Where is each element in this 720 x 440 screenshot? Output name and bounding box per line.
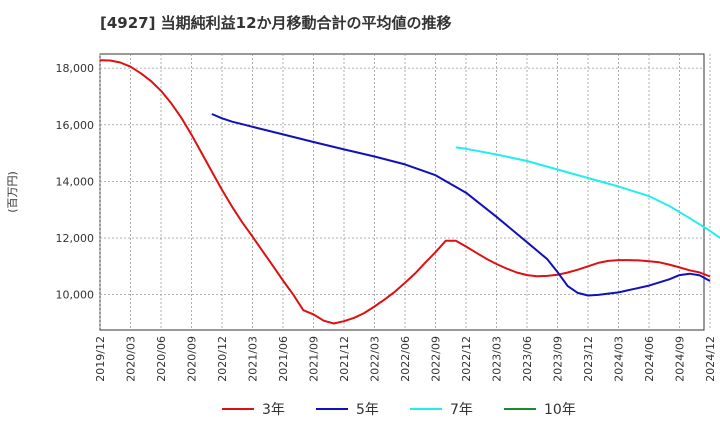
x-tick-label: 2022/03 <box>369 336 382 382</box>
x-tick-label: 2021/06 <box>277 336 290 382</box>
y-tick-label: 18,000 <box>56 62 95 75</box>
y-tick-label: 12,000 <box>56 232 95 245</box>
x-tick-label: 2023/09 <box>552 336 565 382</box>
x-tick-label: 2023/03 <box>491 336 504 382</box>
x-tick-label: 2019/12 <box>94 336 107 382</box>
y-tick-label: 16,000 <box>56 119 95 132</box>
x-tick-label: 2020/03 <box>125 336 138 382</box>
legend: 3年 5年 7年 10年 <box>222 402 576 418</box>
y-tick-label: 14,000 <box>56 175 95 188</box>
plot-area <box>99 53 705 331</box>
legend-label: 3年 <box>262 402 285 418</box>
x-tick-label: 2020/12 <box>216 336 229 382</box>
x-tick-label: 2022/12 <box>460 336 473 382</box>
x-tick-label: 2024/09 <box>674 336 687 382</box>
y-axis-ticks: 10,000 12,000 14,000 16,000 18,000 <box>56 62 95 301</box>
y-axis-label: (百万円) <box>6 171 19 213</box>
legend-label: 5年 <box>356 402 379 418</box>
x-tick-label: 2021/09 <box>308 336 321 382</box>
y-tick-label: 10,000 <box>56 289 95 302</box>
series-line-2 <box>455 146 720 239</box>
x-tick-label: 2024/12 <box>704 336 717 382</box>
x-tick-label: 2024/03 <box>613 336 626 382</box>
x-axis-ticks: 2019/12 2020/03 2020/06 2020/09 2020/12 2021/… <box>94 336 717 382</box>
legend-label: 10年 <box>544 402 576 418</box>
x-tick-label: 2021/03 <box>247 336 260 382</box>
x-tick-label: 2021/12 <box>338 336 351 382</box>
x-tick-label: 2020/06 <box>155 336 168 382</box>
x-tick-label: 2023/06 <box>521 336 534 382</box>
series-line-1 <box>211 113 711 297</box>
x-tick-label: 2023/12 <box>582 336 595 382</box>
x-tick-label: 2024/06 <box>643 336 656 382</box>
chart-title: [4927] 当期純利益12か月移動合計の平均値の推移 <box>100 14 452 32</box>
x-tick-label: 2020/09 <box>186 336 199 382</box>
grid-lines <box>99 54 711 330</box>
x-tick-label: 2022/06 <box>399 336 412 382</box>
x-tick-label: 2022/09 <box>430 336 443 382</box>
series-line-0 <box>99 59 711 325</box>
series-lines <box>99 59 720 325</box>
legend-label: 7年 <box>450 402 473 418</box>
